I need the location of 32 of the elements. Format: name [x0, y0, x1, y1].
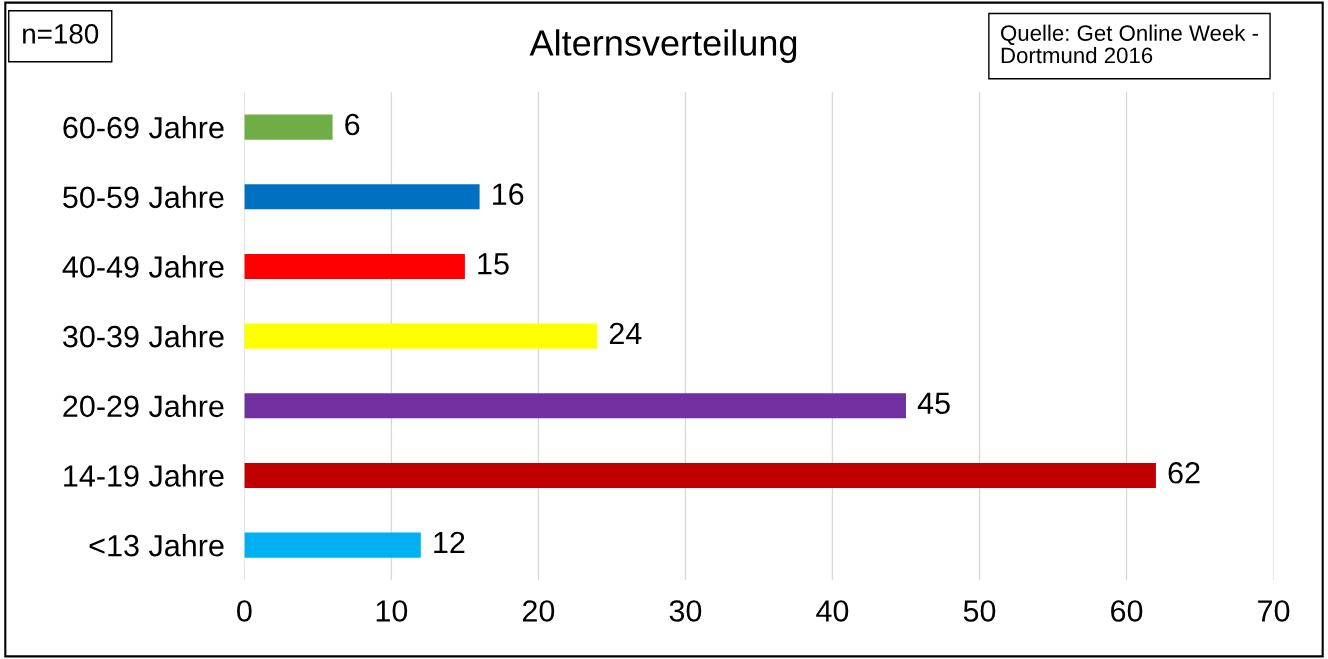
x-tick-label: 20 [522, 600, 555, 622]
bar [244, 253, 465, 279]
data-label: 15 [478, 253, 509, 275]
bar [244, 393, 906, 419]
y-tick-label: 14-19 Jahre [64, 464, 224, 487]
data-label: 16 [493, 183, 524, 205]
y-tick-label: 20-29 Jahre [63, 394, 224, 418]
data-label: 6 [345, 113, 360, 136]
bar [244, 532, 421, 558]
data-label: 24 [609, 322, 642, 344]
data-label: 62 [1168, 461, 1200, 484]
x-tick-label: 50 [963, 600, 996, 622]
bar [244, 184, 480, 210]
data-label: 45 [917, 392, 950, 414]
bar [244, 462, 1156, 488]
data-label: 12 [434, 531, 465, 553]
y-tick-label: 30-39 Jahre [63, 325, 224, 348]
chart-title: Alternsverteilung [529, 29, 797, 63]
source-note: Quelle: Get Online Week - Dortmund 2016 [1001, 24, 1258, 64]
x-tick-label: 10 [376, 600, 408, 622]
text: n=180 [23, 24, 99, 44]
x-tick-label: 30 [669, 600, 702, 622]
y-tick-label: 40-49 Jahre [62, 255, 224, 278]
y-tick-label: 60-69 Jahre [63, 116, 224, 139]
y-tick-label: 50-59 Jahre [63, 185, 224, 209]
bar [244, 114, 333, 140]
x-tick-label: 0 [237, 600, 252, 622]
y-tick-label: <13 Jahre [89, 534, 224, 557]
bar [244, 323, 598, 349]
x-tick-label: 40 [816, 600, 849, 622]
x-tick-label: 60 [1111, 600, 1143, 622]
x-tick-label: 70 [1258, 600, 1290, 622]
